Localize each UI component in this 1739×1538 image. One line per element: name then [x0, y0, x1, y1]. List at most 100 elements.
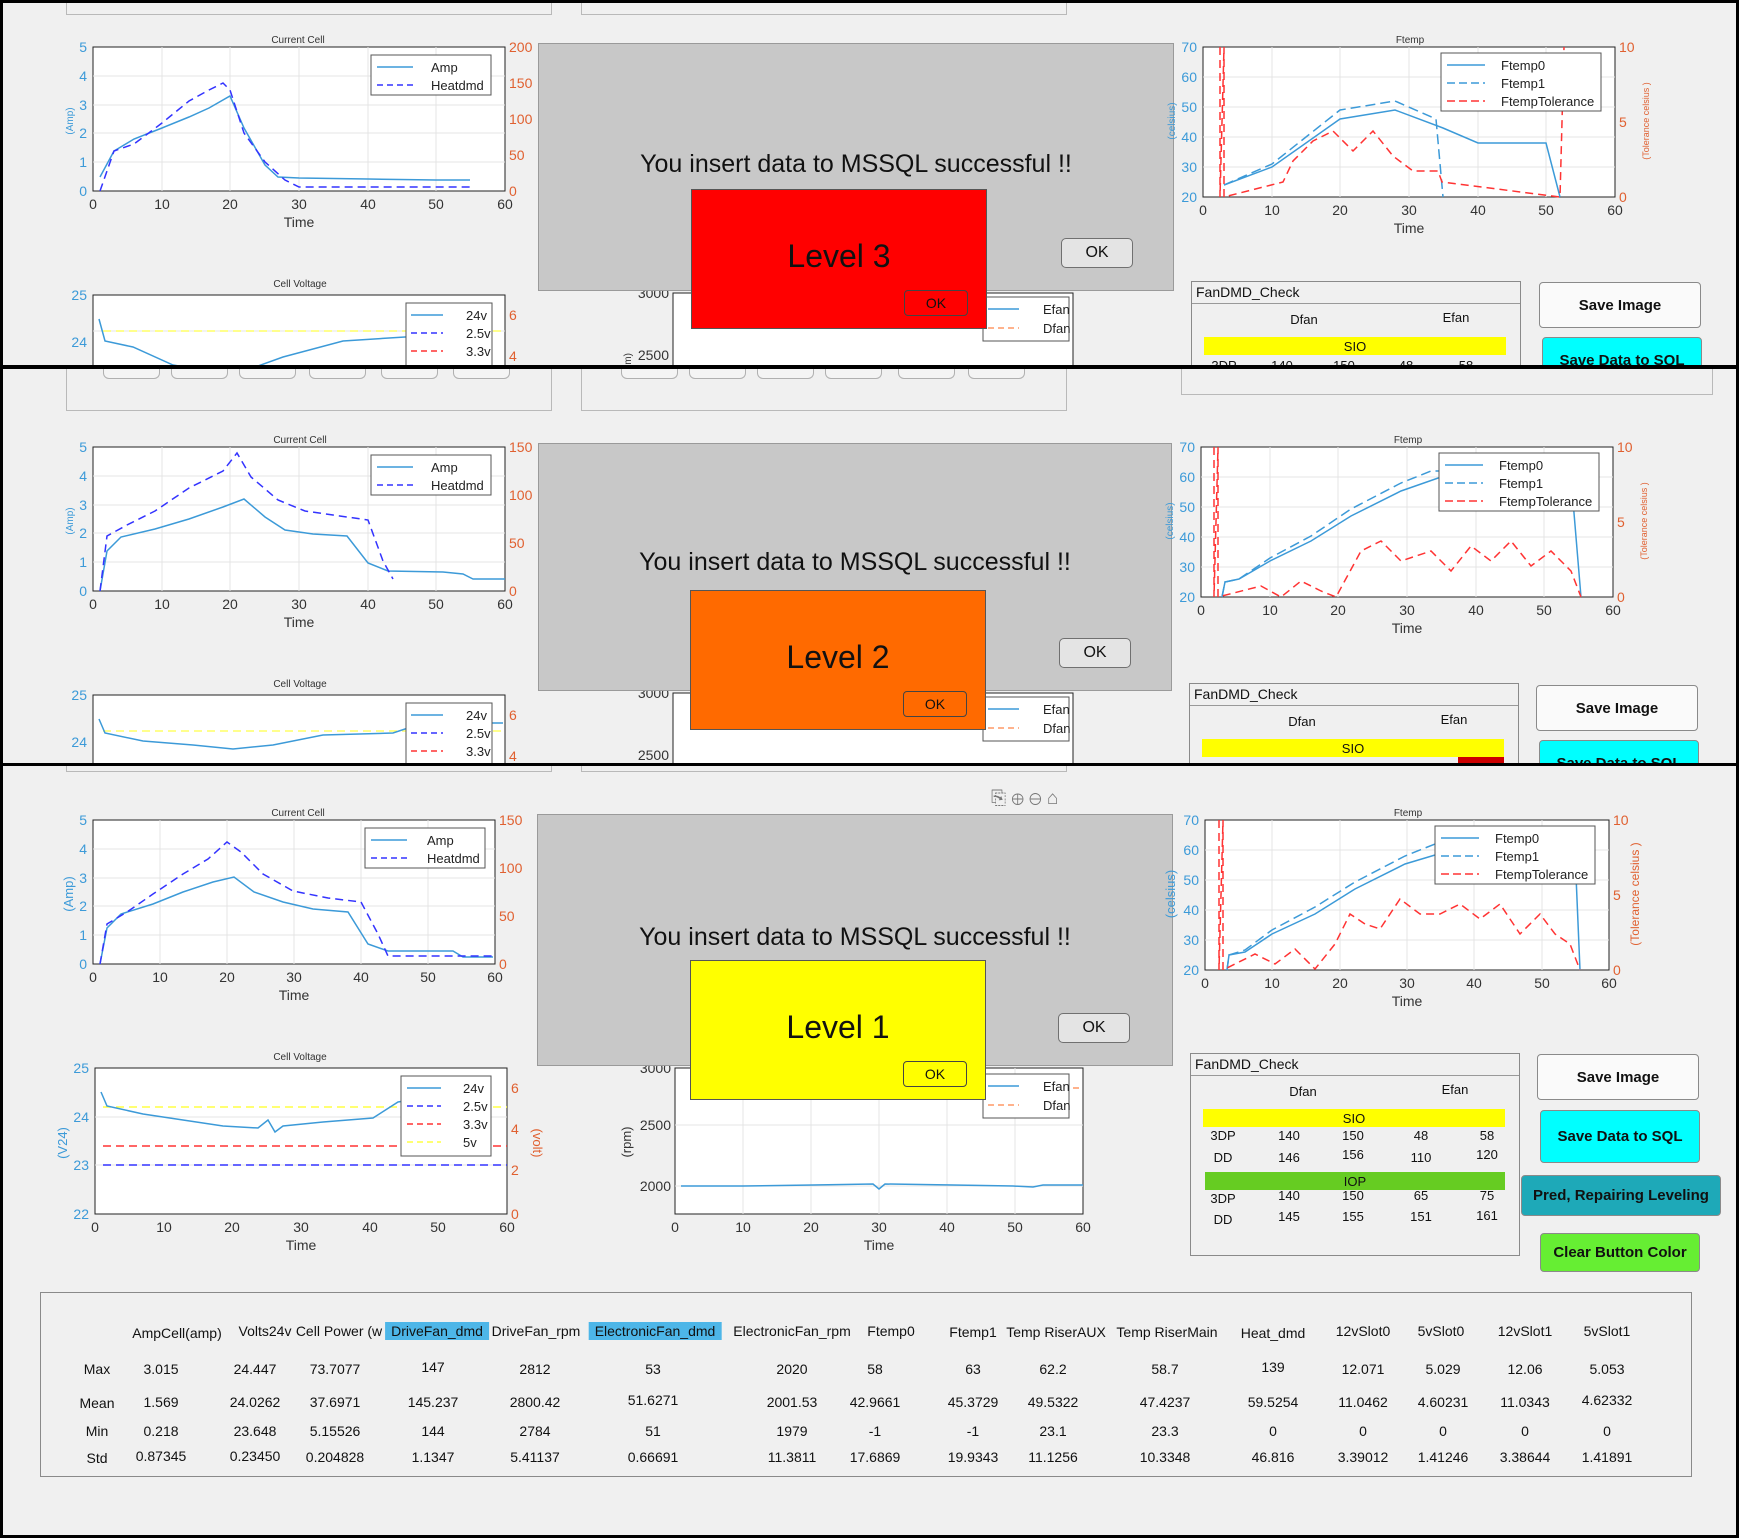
chart-label: Ftemp1 — [1501, 76, 1545, 91]
text-label: Efan — [1442, 310, 1470, 325]
chart-label: Cell Voltage — [273, 1052, 327, 1063]
text-label: 65 — [1413, 1188, 1429, 1203]
chart-label: 60 — [499, 1219, 515, 1235]
stats-header: 5vSlot1 — [1583, 1323, 1631, 1339]
sio-band: SIO — [1203, 1109, 1505, 1127]
save-image-button[interactable]: Save Image — [1536, 685, 1698, 731]
x-tick: 0 — [89, 196, 97, 212]
chart-label: Ftemp1 — [1499, 476, 1543, 491]
clear-button-color-button[interactable]: Clear Button Color — [1540, 1233, 1700, 1272]
stats-header: 12vSlot0 — [1335, 1323, 1391, 1339]
text-label: 145 — [1278, 1209, 1300, 1224]
level-ok-button[interactable]: OK — [904, 290, 968, 316]
save-image-button[interactable]: Save Image — [1539, 282, 1701, 328]
text-label: You insert data to MSSQL successful !! — [639, 923, 1071, 951]
text-label: 58.7 — [1151, 1361, 1179, 1377]
stats-header: 12vSlot1 — [1497, 1323, 1553, 1339]
chart-label: 6 — [511, 1080, 519, 1096]
stats-header: Volts24v — [238, 1323, 292, 1339]
chart-label: 50 — [499, 908, 515, 924]
pred-repairing-leveling-button[interactable]: Pred, Repairing Leveling — [1521, 1175, 1721, 1216]
level-ok-button[interactable]: OK — [903, 1061, 967, 1087]
chart-label: 2000 — [640, 1178, 671, 1194]
home-icon[interactable]: ⌂ — [1046, 788, 1059, 809]
series-ftemp1 — [1223, 100, 1444, 198]
chart-label: 50 — [1007, 1219, 1023, 1235]
export-icon[interactable]: ⎘ — [991, 788, 1007, 809]
y2-tick: 150 — [509, 75, 533, 91]
chart-label: 50 — [1534, 975, 1550, 991]
text-label: 37.6971 — [309, 1394, 361, 1410]
zoom-out-icon[interactable]: ⊖ — [1029, 788, 1042, 809]
save-data-sql-button[interactable]: Save Data to SQL — [1542, 337, 1702, 365]
save-data-sql-button[interactable]: Save Data to SQL — [1540, 1110, 1700, 1163]
bg-button — [103, 369, 160, 379]
chart-label: 20 — [222, 596, 238, 612]
text-label: 3DP — [1210, 1128, 1236, 1143]
text-label: 12.071 — [1341, 1361, 1385, 1377]
statistics-table: AmpCell(amp) Volts24v Cell Power (w Driv… — [40, 1292, 1692, 1477]
chart-label: 20 — [1179, 589, 1195, 605]
dialog-ok-button[interactable]: OK — [1058, 1013, 1130, 1043]
text-label: Level 2 — [786, 639, 890, 675]
text-label: DD — [1213, 1150, 1233, 1165]
x-tick: 40 — [360, 196, 376, 212]
legend — [1440, 52, 1602, 112]
dialog-ok-button[interactable]: OK — [1061, 238, 1133, 268]
chart-label: 3.3v — [466, 344, 491, 359]
chart-label: 60 — [497, 596, 513, 612]
text-label: 5.029 — [1425, 1361, 1461, 1377]
chart-label: 10 — [154, 596, 170, 612]
text-label: 10.3348 — [1139, 1449, 1191, 1465]
text-label: FanDMD_Check — [1194, 686, 1298, 702]
chart-label: Time — [1392, 620, 1423, 636]
text-label: 2812 — [519, 1361, 551, 1377]
chart-label: 5v — [466, 362, 480, 368]
sio-band: SIO — [1204, 337, 1506, 355]
chart-label: 3.3v — [463, 1117, 488, 1132]
chart-label: 5 — [79, 812, 87, 828]
bg-button — [825, 369, 882, 379]
chart-label: FtempTolerance — [1495, 867, 1588, 882]
chart-label: (rpm) — [619, 1126, 634, 1157]
stats-header: Heat_dmd — [1240, 1325, 1306, 1341]
chart-label: 5 — [1613, 887, 1621, 903]
text-label: 11.3811 — [767, 1449, 817, 1465]
text-label: 58 — [1458, 358, 1474, 368]
chart-label: 20 — [219, 969, 235, 985]
chart-label: 30 — [291, 596, 307, 612]
chart-label: 5 — [1619, 114, 1627, 130]
text-label: 17.6869 — [849, 1449, 901, 1465]
text-label: 1.1347 — [411, 1449, 455, 1465]
text-label: DD — [1213, 1212, 1233, 1227]
x-tick: 50 — [428, 196, 444, 212]
save-data-sql-button[interactable]: Save Data to SQL — [1539, 740, 1699, 763]
series-amp — [99, 498, 505, 592]
chart-label: (celsius) — [1163, 870, 1178, 918]
level-ok-button[interactable]: OK — [903, 691, 967, 717]
chart-label: 25 — [71, 687, 87, 703]
fandmd-check-group: FanDMD_Check Dfan Efan SIO 3DP 140 150 48 58 — [1191, 281, 1521, 368]
level-box: Level 2 OK — [690, 590, 986, 730]
zoom-in-icon[interactable]: ⊕ — [1011, 788, 1024, 809]
chart-label: 40 — [362, 1219, 378, 1235]
legend — [982, 1073, 1070, 1119]
text-label: 19.9343 — [947, 1449, 999, 1465]
x-label: Time — [1394, 220, 1425, 236]
chart-label: Ftemp — [1394, 435, 1423, 446]
text-label: Level 1 — [786, 1009, 890, 1045]
chart-label: 5 — [1617, 514, 1625, 530]
chart-label: 5 — [79, 439, 87, 455]
save-image-button[interactable]: Save Image — [1537, 1054, 1699, 1100]
chart-label: 40 — [353, 969, 369, 985]
dialog-ok-button[interactable]: OK — [1059, 638, 1131, 668]
series-24v — [98, 318, 483, 365]
chart-label: 0 — [1617, 589, 1625, 605]
cell-voltage-chart: Cell Voltage 25 24 6 4 24v 2.5v 3.3v — [71, 679, 517, 763]
chart-label: Current Cell — [271, 808, 324, 819]
text-label: 58 — [867, 1361, 883, 1377]
chart-label: 40 — [1181, 129, 1197, 145]
chart-label: 0 — [1201, 975, 1209, 991]
text-label: 53 — [645, 1361, 661, 1377]
